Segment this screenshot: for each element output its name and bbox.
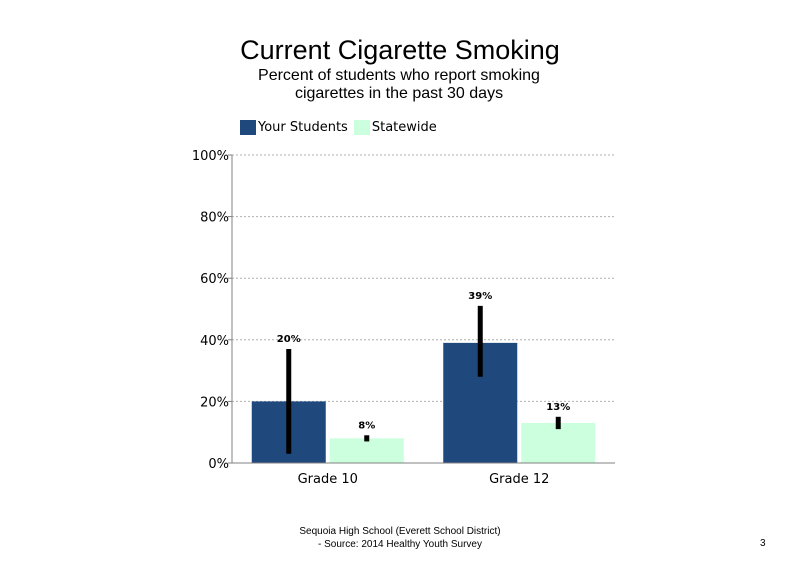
data-label: 8% bbox=[358, 420, 375, 431]
legend-item-your-students: Your Students bbox=[240, 119, 354, 135]
label-layer: 0% 20% 40% 60% 80% 100% 20% 8% Grade 10 39% 13% Gra… bbox=[192, 149, 570, 487]
y-tick-label: 40% bbox=[200, 334, 229, 349]
y-tick-label: 80% bbox=[200, 211, 229, 226]
legend-label-your-students: Your Students bbox=[258, 119, 348, 135]
page-number: 3 bbox=[760, 538, 766, 549]
legend-label-statewide: Statewide bbox=[371, 119, 437, 135]
legend-swatch-statewide bbox=[353, 119, 370, 135]
footer: Sequoia High School (Everett School Dist… bbox=[200, 525, 600, 551]
y-tick-label: 0% bbox=[208, 457, 229, 472]
chart-title: Current Cigarette Smoking bbox=[240, 35, 560, 65]
x-category-label: Grade 10 bbox=[298, 472, 358, 487]
x-category-label: Grade 12 bbox=[489, 472, 549, 487]
legend-item-statewide: Statewide bbox=[353, 119, 443, 135]
y-tick-label: 20% bbox=[200, 395, 229, 410]
footer-source: - Source: 2014 Healthy Youth Survey bbox=[318, 539, 482, 550]
data-label: 13% bbox=[546, 402, 570, 413]
y-tick-label: 60% bbox=[200, 272, 229, 287]
bar-statewide-grade-12 bbox=[521, 422, 596, 463]
y-tick-label: 100% bbox=[192, 149, 229, 164]
data-label: 39% bbox=[468, 291, 492, 302]
bar-layer bbox=[251, 305, 596, 463]
axis-layer bbox=[228, 154, 615, 464]
data-label: 20% bbox=[277, 334, 301, 345]
chart-subtitle: Percent of students who report smoking c… bbox=[258, 67, 540, 102]
legend-swatch-your-students bbox=[240, 119, 256, 135]
footer-school: Sequoia High School (Everett School Dist… bbox=[299, 526, 501, 537]
bar-statewide-grade-10 bbox=[329, 438, 404, 463]
legend: Your Students Statewide bbox=[240, 118, 443, 136]
